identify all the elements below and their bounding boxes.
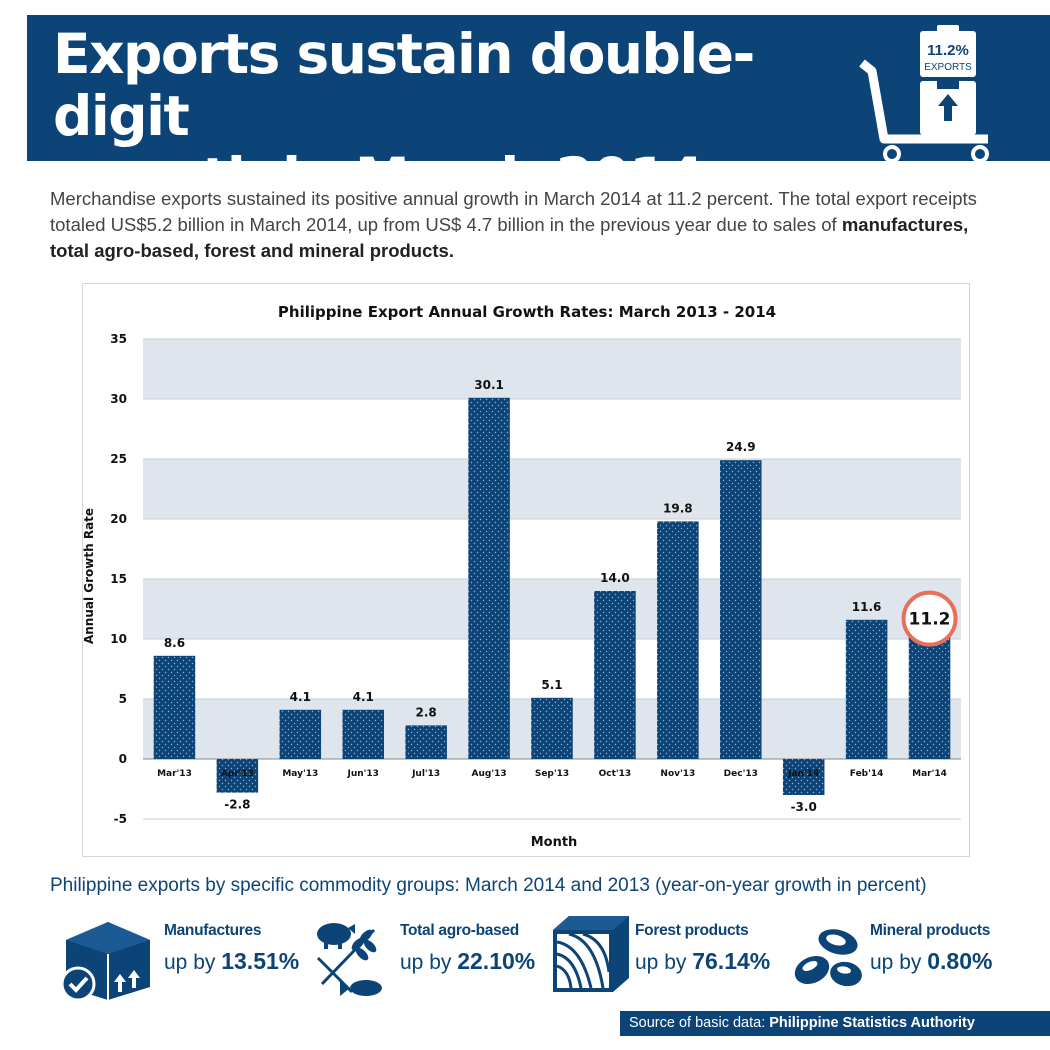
bar — [153, 655, 196, 759]
commodity-name: Manufactures — [164, 922, 262, 939]
x-tick-label: Aug'13 — [472, 769, 507, 779]
intro-paragraph: Merchandise exports sustained its positi… — [50, 186, 1010, 264]
x-tick-label: Oct'13 — [599, 769, 632, 779]
page-title: Exports sustain double-digit growth in M… — [53, 23, 813, 209]
commodity-agro: Total agro-based up by 22.10% — [308, 912, 548, 1002]
header-banner: Exports sustain double-digit growth in M… — [27, 15, 1050, 209]
commodity-growth: up by 13.51% — [164, 948, 300, 974]
commodity-manufactures: Manufactures up by 13.51% — [58, 912, 300, 1002]
data-label: -3.0 — [791, 800, 817, 814]
data-label: -2.8 — [224, 798, 250, 812]
y-tick-label: 0 — [119, 752, 127, 766]
data-label: 4.1 — [353, 690, 374, 704]
y-tick-label: 25 — [110, 452, 127, 466]
data-label: 2.8 — [416, 705, 437, 719]
chart-ylabel: Annual Growth Rate — [83, 508, 96, 644]
grid-band — [143, 459, 961, 519]
highlight-ring — [901, 590, 958, 647]
grid-band — [143, 579, 961, 639]
intro-text: Merchandise exports sustained its positi… — [50, 188, 977, 235]
y-tick-label: 35 — [110, 332, 127, 346]
x-tick-label: Jul'13 — [411, 769, 440, 779]
commodity-mineral: Mineral products up by 0.80% — [790, 912, 1010, 1002]
agro-icon — [316, 923, 382, 996]
bar — [720, 460, 762, 759]
bar — [279, 709, 322, 759]
bar — [216, 759, 259, 793]
x-tick-label: May'13 — [282, 769, 318, 779]
wood-icon — [553, 916, 629, 992]
data-label: 11.2 — [909, 610, 951, 630]
source-note: Source of basic data: Philippine Statist… — [620, 1011, 1050, 1036]
bar — [342, 709, 384, 759]
data-label: 8.6 — [164, 636, 185, 650]
commodity-growth: up by 22.10% — [400, 948, 536, 974]
data-label: 11.6 — [852, 600, 882, 614]
hand-truck-icon: 11.2% EXPORTS — [859, 25, 989, 161]
data-label: 24.9 — [726, 440, 756, 454]
x-tick-label: Jan'14 — [787, 769, 819, 779]
commodity-name: Mineral products — [870, 922, 991, 939]
y-tick-label: 10 — [110, 632, 127, 646]
badge-label: EXPORTS — [924, 62, 972, 73]
chart-title: Philippine Export Annual Growth Rates: M… — [278, 303, 776, 321]
y-tick-label: -5 — [114, 812, 127, 826]
x-tick-label: Nov'13 — [660, 769, 695, 779]
chart-xlabel: Month — [531, 835, 578, 850]
data-label: 4.1 — [290, 690, 311, 704]
bar — [531, 697, 573, 759]
y-tick-label: 5 — [119, 692, 127, 706]
commodity-name: Forest products — [635, 922, 749, 939]
data-label: 19.8 — [663, 501, 693, 515]
bar — [657, 521, 699, 759]
x-tick-label: Mar'13 — [157, 769, 192, 779]
commodity-section-title: Philippine exports by specific commodity… — [50, 875, 927, 896]
data-label: 5.1 — [541, 678, 562, 692]
commodity-growth: up by 0.80% — [870, 948, 993, 974]
badge-value: 11.2% — [927, 42, 969, 59]
bar — [405, 725, 447, 759]
x-tick-label: Jun'13 — [347, 769, 379, 779]
bar — [908, 624, 951, 759]
growth-chart-svg: 8.6 -2.8 4.1 4.1 2.8 30.1 5.1 14.0 19.8 24.9 -3.0 1… — [83, 303, 961, 850]
page-title-line2: growth in March 2014 — [53, 146, 704, 210]
box-icon — [60, 922, 150, 1002]
x-tick-label: Dec'13 — [724, 769, 758, 779]
y-tick-label: 30 — [110, 392, 127, 406]
grid-band — [143, 339, 961, 399]
y-tick-label: 15 — [110, 572, 127, 586]
y-tick-label: 20 — [110, 512, 127, 526]
intro-text-bold: manufactures, total agro-based, forest a… — [50, 214, 969, 261]
x-tick-label: Feb'14 — [850, 769, 884, 779]
x-tick-label: Mar'14 — [912, 769, 947, 779]
bar — [845, 619, 888, 759]
commodity-forest: Forest products up by 76.14% — [551, 912, 771, 1002]
bar — [594, 591, 636, 759]
mineral-icon — [794, 929, 862, 987]
x-tick-label: Apr'13 — [221, 769, 254, 779]
growth-chart: 8.6 -2.8 4.1 4.1 2.8 30.1 5.1 14.0 19.8 24.9 -3.0 1… — [82, 283, 970, 857]
commodity-growth: up by 76.14% — [635, 948, 771, 974]
x-tick-label: Sep'13 — [535, 769, 569, 779]
page-title-line1: Exports sustain double-digit — [53, 22, 755, 148]
bar — [782, 759, 825, 795]
data-label: 30.1 — [474, 378, 504, 392]
commodity-name: Total agro-based — [400, 922, 519, 939]
bar — [468, 397, 510, 759]
data-label: 14.0 — [600, 571, 630, 585]
